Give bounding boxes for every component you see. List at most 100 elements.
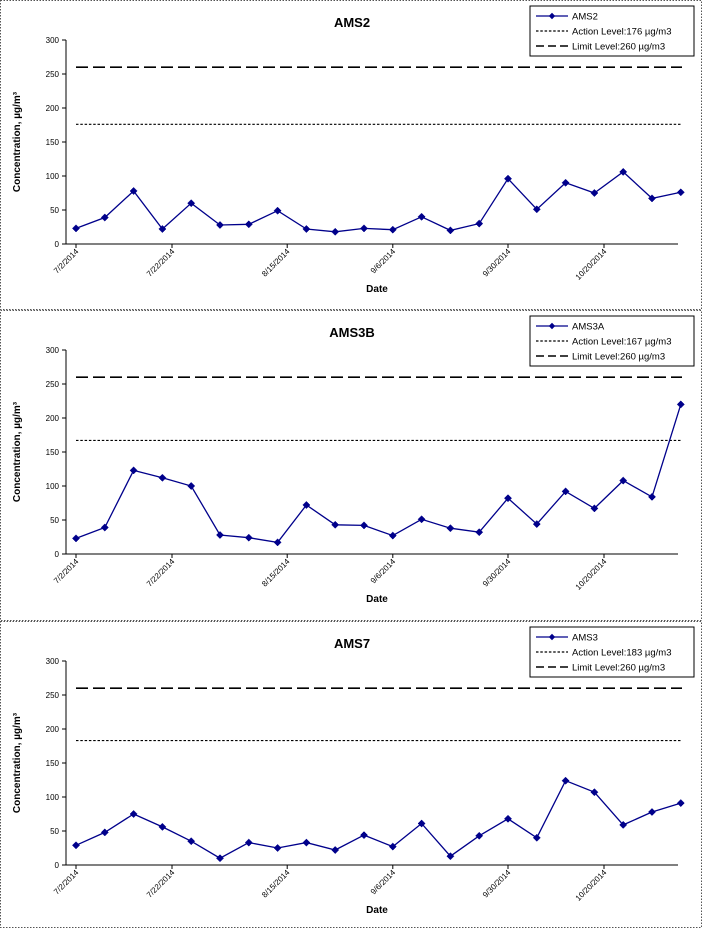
data-point	[648, 808, 656, 816]
legend-marker	[548, 322, 556, 330]
data-point	[129, 466, 138, 475]
data-point	[216, 221, 224, 229]
legend-label: Limit Level:260 µg/m3	[572, 663, 665, 674]
data-point	[648, 194, 656, 203]
y-tick-label: 200	[46, 414, 60, 423]
data-point	[561, 776, 570, 785]
legend: AMS2 Action Level:176 µg/m3 Limit Level:26…	[529, 5, 695, 57]
data-point	[388, 842, 397, 851]
y-tick-label: 0	[55, 550, 60, 559]
data-point	[590, 788, 599, 797]
data-point	[590, 189, 599, 197]
data-point	[244, 533, 253, 542]
data-point	[446, 226, 455, 235]
chart-panel-3: AMS7 Concentration, µg/m³ Date 0 50 100 150 200…	[0, 621, 702, 928]
data-point	[504, 814, 512, 823]
data-point	[100, 828, 109, 837]
data-point	[417, 212, 426, 221]
legend-marker	[548, 12, 556, 20]
data-point	[417, 515, 426, 524]
data-point	[158, 225, 167, 233]
data-point	[302, 501, 311, 509]
y-tick-label: 50	[50, 206, 59, 215]
legend-label: Action Level:176 µg/m3	[572, 27, 671, 38]
y-tick-label: 100	[46, 793, 60, 802]
legend-label: AMS3A	[572, 322, 605, 333]
data-point	[388, 225, 397, 234]
y-tick-label: 150	[46, 759, 60, 768]
chart-title: AMS7	[334, 636, 370, 651]
data-point	[331, 520, 340, 529]
data-point	[676, 188, 685, 197]
legend-label: Action Level:167 µg/m3	[572, 337, 671, 348]
legend-label: Action Level:183 µg/m3	[572, 648, 671, 659]
legend: AMS3A Action Level:167 µg/m3 Limit Level:2…	[529, 315, 695, 367]
y-tick-label: 200	[46, 725, 60, 734]
y-tick-label: 0	[55, 861, 60, 870]
data-point	[475, 831, 484, 840]
data-point	[475, 528, 484, 537]
data-point	[216, 531, 224, 539]
y-tick-label: 100	[46, 482, 60, 491]
data-point	[158, 822, 167, 831]
chart-title: AMS3B	[329, 325, 375, 340]
data-point	[360, 224, 368, 233]
y-tick-label: 150	[46, 448, 60, 457]
data-point	[331, 227, 340, 236]
series-line	[75, 404, 682, 544]
data-point	[72, 224, 80, 233]
y-tick-label: 0	[55, 240, 60, 249]
y-tick-label: 100	[46, 172, 60, 181]
y-tick-label: 300	[46, 346, 60, 355]
x-axis-label: Date	[366, 284, 388, 295]
legend-box	[529, 626, 695, 678]
y-tick-label: 50	[50, 516, 59, 525]
data-point	[100, 523, 109, 532]
series-line	[75, 779, 681, 859]
data-point	[100, 213, 109, 222]
chart-panel-2: AMS3B Concentration, µg/m³ Date 0 50 100 150 20…	[0, 310, 702, 621]
chart-panel-1: AMS2 Concentration, µg/m³ Date 0 50 100 150 200…	[0, 0, 702, 310]
y-tick-label: 50	[50, 827, 59, 836]
data-point	[561, 178, 570, 187]
data-point	[619, 167, 628, 176]
legend-box	[529, 5, 695, 57]
data-point	[273, 538, 282, 547]
legend-label: Limit Level:260 µg/m3	[572, 42, 665, 53]
y-tick-label: 150	[46, 138, 60, 147]
data-point	[273, 206, 282, 215]
legend-label: AMS3	[572, 633, 598, 644]
data-point	[417, 819, 426, 828]
data-point	[158, 473, 167, 482]
data-point	[532, 833, 541, 842]
data-point	[648, 492, 656, 501]
data-point	[187, 482, 196, 490]
legend-box	[529, 315, 695, 367]
data-point	[360, 521, 368, 530]
data-point	[244, 220, 253, 229]
data-point	[446, 852, 455, 861]
data-point	[302, 838, 311, 847]
data-point	[302, 225, 311, 233]
y-axis-label: Concentration, µg/m³	[12, 712, 23, 813]
data-point	[273, 844, 282, 852]
data-point	[129, 810, 138, 818]
chart-title: AMS2	[334, 15, 370, 30]
data-point	[187, 199, 196, 208]
data-point	[244, 838, 253, 847]
data-point	[388, 531, 397, 540]
data-point	[619, 820, 628, 829]
legend-marker	[548, 633, 556, 641]
data-point	[676, 799, 685, 808]
data-point	[532, 520, 541, 529]
y-tick-label: 300	[46, 657, 60, 666]
series-line	[75, 171, 681, 233]
data-point	[360, 831, 368, 840]
y-axis-label: Concentration, µg/m³	[12, 91, 23, 192]
data-point	[72, 841, 80, 850]
y-tick-label: 200	[46, 104, 60, 113]
data-point	[676, 400, 685, 409]
data-point	[72, 534, 80, 543]
data-point	[446, 524, 455, 533]
